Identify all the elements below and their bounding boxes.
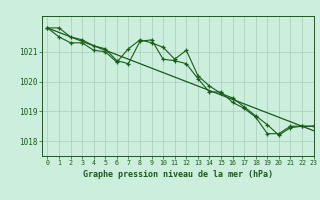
X-axis label: Graphe pression niveau de la mer (hPa): Graphe pression niveau de la mer (hPa) [83, 170, 273, 179]
